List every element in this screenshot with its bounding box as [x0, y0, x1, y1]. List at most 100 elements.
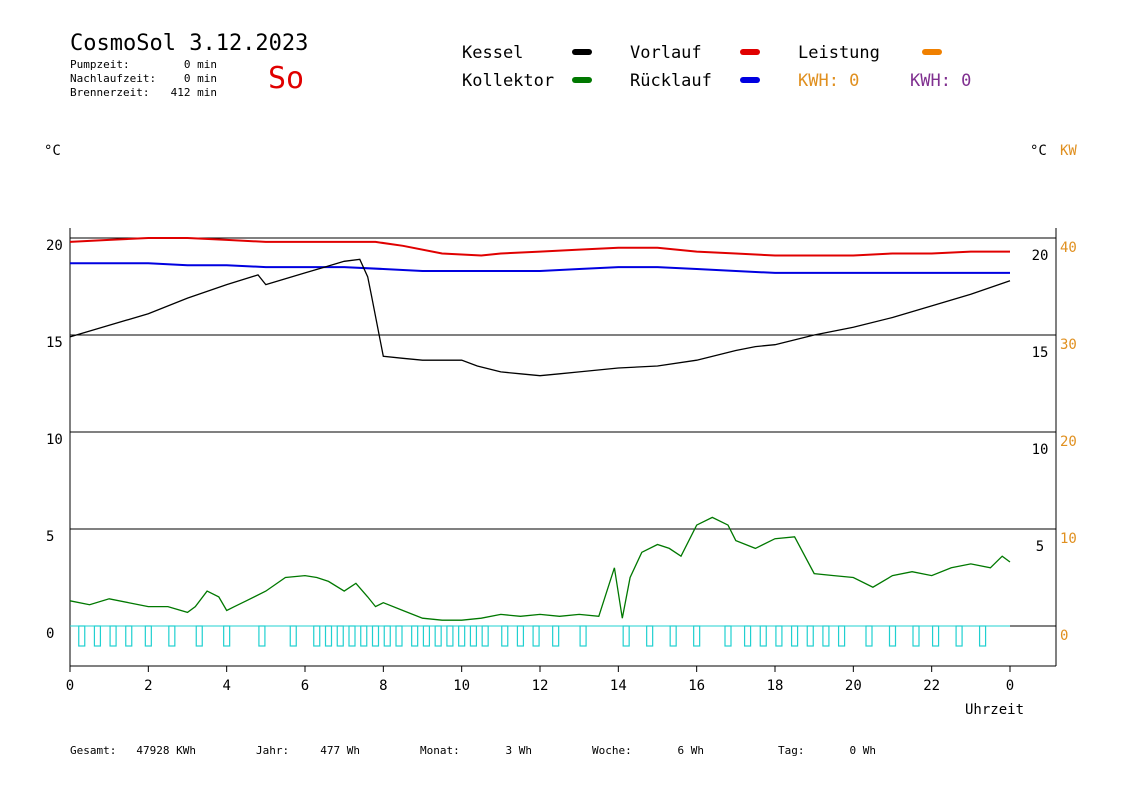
pump-marker [775, 625, 783, 647]
pump-marker [348, 625, 356, 647]
pump-marker [955, 625, 963, 647]
pump-marker [669, 625, 677, 647]
x-tick-label: 12 [532, 678, 549, 694]
pump-marker [931, 625, 940, 647]
y-tick-label: 20 [46, 238, 63, 254]
pump-marker [168, 625, 176, 647]
legend-label: Leistung [798, 43, 880, 63]
y-tick-label: 5 [46, 529, 54, 545]
stats-block: Pumpzeit: 0 min Nachlaufzeit: 0 min Brennerz… [70, 58, 217, 99]
stat-label: Brennerzeit: [70, 86, 149, 99]
pump-marker [622, 625, 630, 647]
legend-label: Kollektor [462, 71, 554, 91]
footer-label: Woche: [592, 744, 632, 757]
footer-value: 6 Wh [678, 744, 705, 757]
pump-marker [501, 625, 509, 647]
kw-tick-label: 40 [1060, 240, 1077, 256]
footer-value: 0 Wh [850, 744, 877, 757]
pump-marker [865, 625, 873, 647]
pump-marker [806, 625, 814, 647]
kw-tick-label: 30 [1060, 337, 1077, 353]
y2-tick-label: 15 [1032, 345, 1049, 361]
right-axis-kw-unit: KW [1060, 143, 1077, 159]
footer-label: Gesamt: [70, 744, 116, 757]
kw-tick-label: 10 [1060, 531, 1077, 547]
series-line-kollektor [69, 516, 1011, 621]
pump-marker [978, 625, 987, 647]
pump-marker [532, 625, 540, 647]
x-tick-label: 20 [845, 678, 862, 694]
pump-marker [458, 625, 466, 647]
pump-marker [411, 625, 419, 647]
left-axis-unit: °C [44, 143, 61, 159]
pump-marker [481, 625, 489, 647]
footer-totals: Gesamt: 47928 KWh Jahr: 477 Wh Monat: 3 Wh Woc… [70, 744, 876, 757]
pump-marker [516, 625, 525, 647]
pump-marker [223, 625, 231, 647]
plot-area [69, 237, 1011, 647]
x-tick-label: 4 [222, 678, 230, 694]
y-tick-label: 15 [46, 335, 63, 351]
stat-value: 0 min [184, 58, 217, 71]
legend-swatch [572, 49, 592, 55]
kw-tick-label: 0 [1060, 628, 1068, 644]
stat-label: Nachlaufzeit: [70, 72, 156, 85]
pump-marker [469, 625, 478, 647]
footer-value: 477 Wh [320, 744, 360, 757]
x-tick-label: 0 [66, 678, 74, 694]
pump-marker [360, 625, 368, 647]
x-axis-label: Uhrzeit [965, 702, 1024, 718]
series-line-ruecklauf [70, 262, 1010, 274]
legend-swatch [572, 77, 592, 83]
pump-marker [822, 625, 830, 647]
pump-marker [434, 625, 442, 647]
x-tick-label: 0 [1006, 678, 1014, 694]
y2-tick-label: 10 [1032, 442, 1049, 458]
y2-tick-label: 20 [1032, 248, 1049, 264]
pump-marker [693, 625, 701, 647]
pump-marker [78, 625, 86, 647]
pump-marker [790, 625, 799, 647]
footer-value: 3 Wh [506, 744, 533, 757]
pump-marker [144, 625, 152, 647]
stat-label: Pumpzeit: [70, 58, 130, 71]
pump-marker [289, 625, 297, 647]
pump-marker [422, 625, 431, 647]
pump-marker [446, 625, 454, 647]
footer-label: Monat: [420, 744, 460, 757]
footer-value: 47928 KWh [136, 744, 196, 757]
pump-marker [837, 625, 846, 647]
pump-marker [336, 625, 344, 647]
legend-swatch [740, 77, 760, 83]
x-tick-label: 10 [453, 678, 470, 694]
series-line-vorlauf [69, 237, 1010, 257]
legend-swatch [740, 49, 760, 55]
x-tick-label: 16 [688, 678, 705, 694]
x-tick-label: 6 [301, 678, 309, 694]
pump-marker [313, 625, 321, 647]
kw-tick-label: 20 [1060, 434, 1077, 450]
series-line-kessel [69, 258, 1011, 377]
axis-tick-labels: 0 2 4 6 8 10 12 14 16 18 20 22 0 0 5 10 15 20 5 10 15 20 0 10 20… [46, 238, 1077, 694]
pump-marker [324, 625, 333, 647]
legend-label: Rücklauf [630, 71, 712, 91]
pump-marker [759, 625, 767, 647]
legend-label: Vorlauf [630, 43, 702, 63]
x-tick-label: 22 [923, 678, 940, 694]
kwh-readout: KWH: 0 [910, 71, 971, 91]
y2-tick-label: 5 [1036, 539, 1044, 555]
legend: Kessel Vorlauf Leistung Kollektor Rücklauf KW… [462, 43, 971, 91]
x-tick-label: 18 [767, 678, 784, 694]
weekday-label: So [268, 61, 304, 96]
pump-marker [743, 625, 752, 647]
pump-marker [93, 625, 102, 647]
pump-marker [888, 625, 897, 647]
grid [69, 228, 1057, 667]
pump-marker [552, 625, 560, 647]
pump-marker [258, 625, 266, 647]
pump-marker [195, 625, 203, 647]
pump-marker [579, 625, 587, 647]
pump-marker [646, 625, 654, 647]
y-tick-label: 0 [46, 626, 54, 642]
